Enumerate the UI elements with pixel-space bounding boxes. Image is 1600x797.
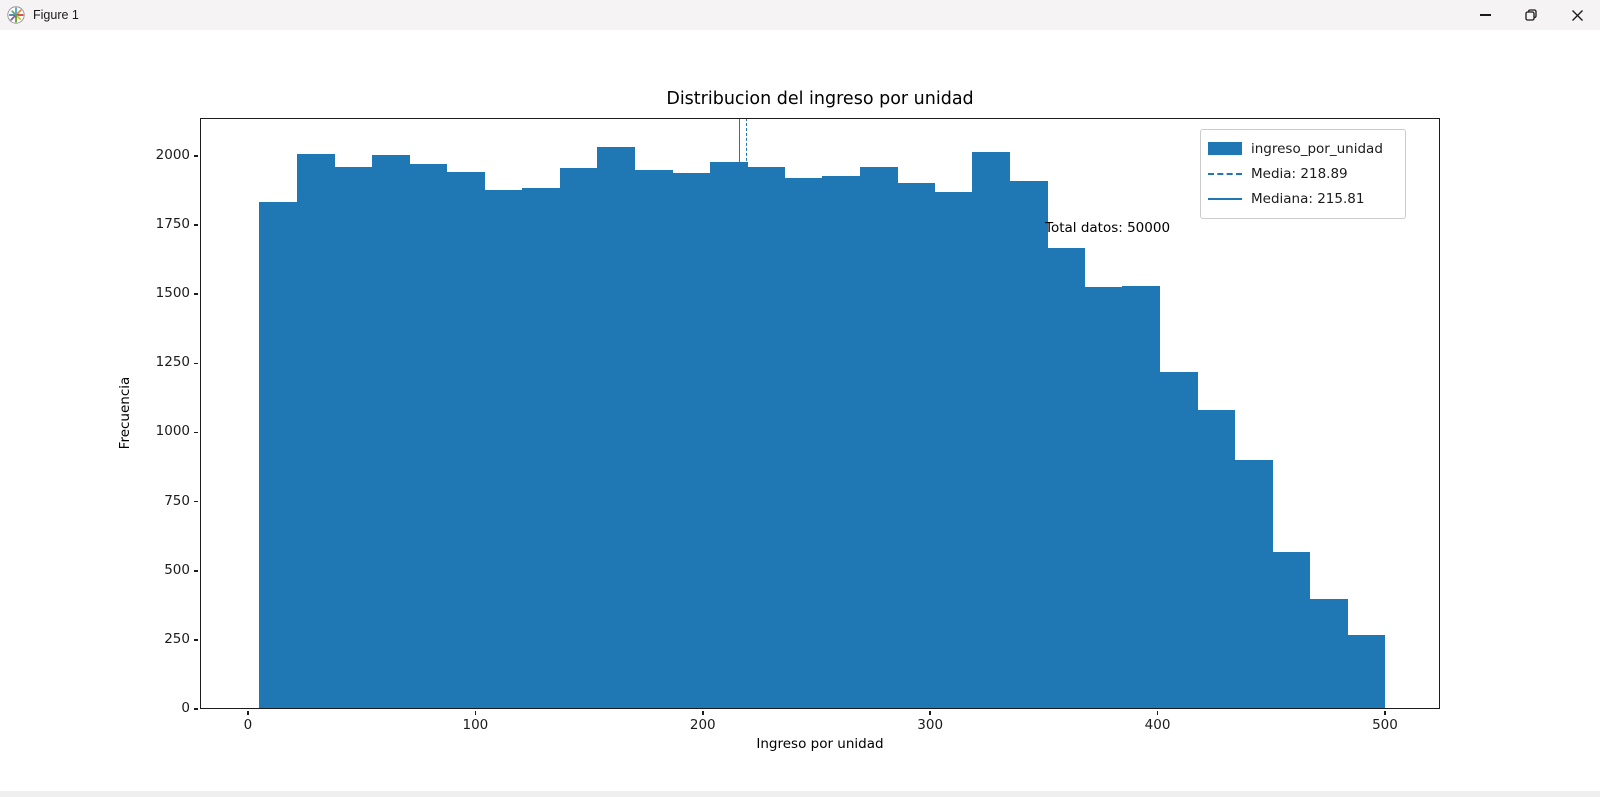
legend-label-series: ingreso_por_unidad [1251, 140, 1383, 157]
histogram-bar [1159, 371, 1198, 709]
window-title: Figure 1 [33, 8, 79, 22]
restore-icon [1525, 9, 1537, 21]
histogram-bar [784, 177, 823, 709]
histogram-bar [296, 153, 335, 709]
histogram-bar [1047, 247, 1086, 709]
close-icon [1571, 9, 1583, 21]
mean-line [745, 118, 747, 709]
x-tick-label: 0 [243, 717, 253, 733]
histogram-bar [1084, 286, 1123, 709]
histogram-bar [709, 161, 748, 709]
x-tick-label: 500 [1372, 717, 1398, 733]
x-tick [1384, 711, 1386, 715]
median-line [738, 118, 740, 709]
x-tick-label: 100 [462, 717, 489, 733]
y-tick-label: 2000 [155, 146, 190, 163]
histogram-bar [259, 201, 298, 709]
histogram-bar [859, 166, 898, 709]
legend-patch-swatch [1208, 142, 1242, 155]
y-tick-label: 1250 [155, 354, 190, 371]
y-tick-label: 500 [164, 561, 190, 578]
x-axis-label: Ingreso por unidad [756, 736, 884, 752]
y-tick-label: 1500 [155, 285, 190, 302]
legend-item-media: Media: 218.89 [1208, 161, 1396, 186]
y-tick-label: 250 [164, 630, 190, 647]
total-datos-annotation: Total datos: 50000 [1045, 220, 1171, 236]
y-axis-label: Frecuencia [117, 376, 133, 450]
y-tick [194, 362, 198, 365]
x-tick-label: 200 [689, 717, 716, 733]
legend-label-media: Media: 218.89 [1251, 165, 1348, 182]
legend-item-mediana: Mediana: 215.81 [1208, 186, 1396, 211]
legend-label-mediana: Mediana: 215.81 [1251, 190, 1365, 207]
chart-title: Distribucion del ingreso por unidad [666, 89, 974, 109]
matplotlib-icon [7, 6, 25, 24]
minimize-button[interactable] [1462, 0, 1508, 30]
x-tick-label: 300 [917, 717, 944, 733]
x-tick [929, 711, 931, 715]
histogram-bar [934, 191, 973, 709]
histogram-bar [1197, 410, 1236, 709]
y-tick-label: 0 [181, 700, 190, 716]
legend-item-series: ingreso_por_unidad [1208, 136, 1396, 161]
histogram-bar [822, 175, 861, 709]
histogram-bar [672, 172, 711, 709]
y-tick [194, 293, 198, 295]
figure-canvas: Distribucion del ingreso por unidad 0 100… [0, 30, 1600, 791]
window-bottom-strip [0, 791, 1600, 797]
histogram-bar [597, 146, 636, 709]
histogram-bar [334, 166, 373, 709]
histogram-bar [409, 163, 448, 709]
window-titlebar[interactable]: Figure 1 [0, 0, 1600, 30]
histogram-bar [1009, 180, 1048, 709]
x-tick [474, 711, 477, 715]
y-tick-label: 750 [164, 492, 190, 509]
legend-solid-line-icon [1208, 197, 1242, 200]
y-tick [194, 431, 198, 434]
histogram-bar [559, 167, 598, 709]
y-tick [194, 708, 198, 710]
y-tick-label: 1750 [155, 216, 190, 233]
histogram-bar [897, 182, 936, 709]
x-tick [1156, 711, 1159, 715]
histogram-bar [972, 151, 1011, 709]
histogram-bar [446, 171, 485, 709]
y-tick-label: 1000 [155, 423, 190, 440]
x-tick-label: 400 [1144, 717, 1171, 733]
histogram-bar [634, 169, 673, 709]
histogram-bar [371, 154, 410, 709]
histogram-bar [1309, 598, 1348, 709]
histogram-bar [1122, 285, 1161, 709]
y-tick [194, 500, 198, 503]
close-button[interactable] [1554, 0, 1600, 30]
minimize-icon [1479, 14, 1491, 16]
legend: ingreso_por_unidad Media: 218.89 Mediana… [1200, 129, 1406, 219]
y-tick [194, 155, 198, 157]
histogram-bar [521, 187, 560, 709]
histogram-bar [1347, 634, 1386, 709]
y-tick [194, 224, 198, 226]
legend-dashed-line-icon [1208, 172, 1242, 175]
histogram-bar [1234, 459, 1273, 709]
histogram-bar [747, 166, 786, 709]
y-tick [194, 569, 198, 572]
histogram-bar [1272, 551, 1311, 709]
y-tick [194, 639, 198, 641]
x-tick [247, 711, 249, 715]
restore-button[interactable] [1508, 0, 1554, 30]
x-tick [701, 711, 704, 715]
histogram-bar [484, 189, 523, 709]
